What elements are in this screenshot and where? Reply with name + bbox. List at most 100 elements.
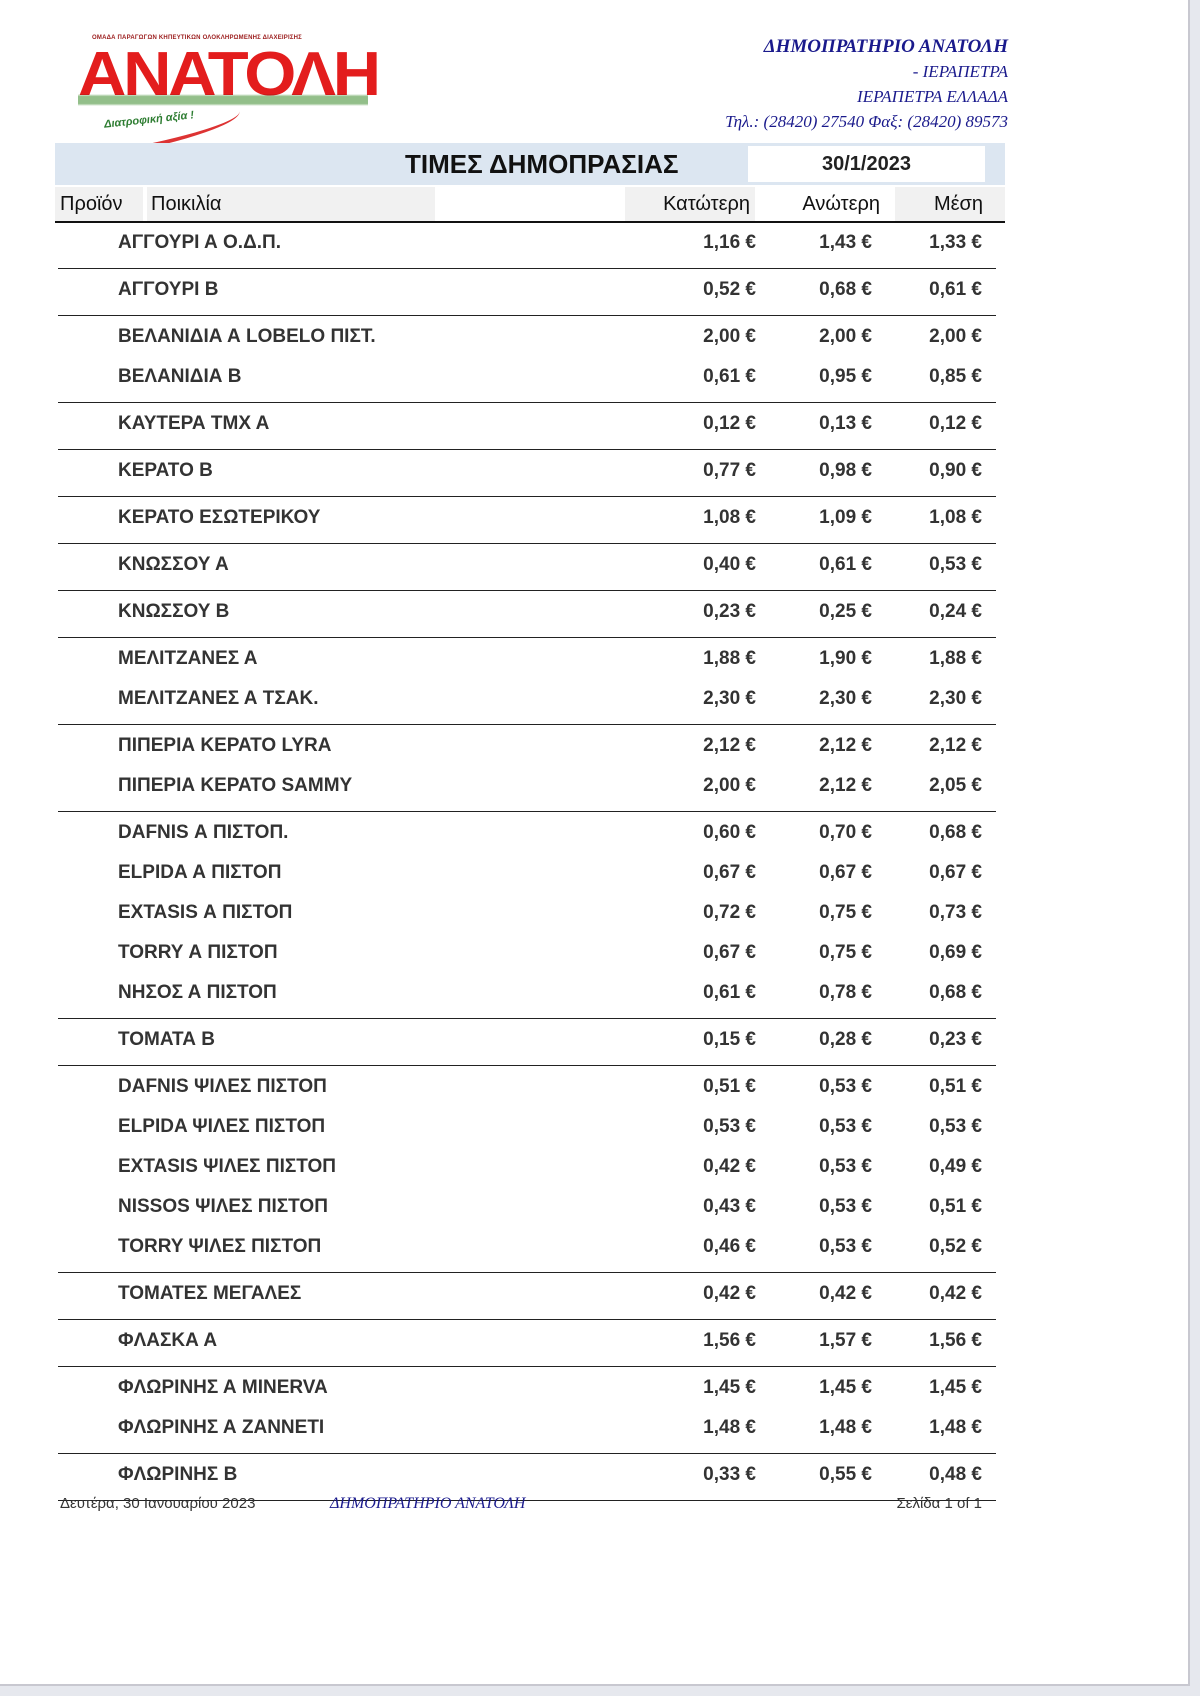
table-row: ΜΕΛΙΤΖΑΝΕΣ Α ΤΣΑΚ. 2,30 € 2,30 € 2,30 € xyxy=(58,681,996,721)
avg-price: 0,53 € xyxy=(929,1116,982,1137)
variety-name: ΑΓΓΟΥΡΙ Α Ο.Δ.Π. xyxy=(118,232,282,253)
high-price: 0,42 € xyxy=(819,1283,872,1304)
product-group: DAFNIS Α ΠΙΣΤΟΠ. 0,60 € 0,70 € 0,68 € ELPIDA… xyxy=(58,812,996,1019)
table-row: ΦΛΩΡΙΝΗΣ Α MINERVA 1,45 € 1,45 € 1,45 € xyxy=(58,1370,996,1410)
table-row: ΤΟΜΑΤΑ Β 0,15 € 0,28 € 0,23 € xyxy=(58,1022,996,1062)
table-row: ΚΝΩΣΣΟΥ Α 0,40 € 0,61 € 0,53 € xyxy=(58,547,996,587)
low-price: 0,61 € xyxy=(703,982,756,1003)
avg-price: 1,45 € xyxy=(929,1377,982,1398)
variety-name: EXTASIS ΨΙΛΕΣ ΠΙΣΤΟΠ xyxy=(118,1156,337,1177)
high-price: 1,45 € xyxy=(819,1377,872,1398)
company-address: ΔΗΜΟΠΡΑΤΗΡΙΟ ΑΝΑΤΟΛΗ - ΙΕΡΑΠΕΤΡΑ ΙΕΡΑΠΕΤ… xyxy=(725,34,1008,134)
high-price: 0,98 € xyxy=(819,460,872,481)
table-row: ΦΛΩΡΙΝΗΣ Α ΖΑΝΝΕΤΙ 1,48 € 1,48 € 1,48 € xyxy=(58,1410,996,1450)
product-group: ΦΛΑΣΚΑ Α 1,56 € 1,57 € 1,56 € xyxy=(58,1320,996,1367)
low-price: 0,52 € xyxy=(703,279,756,300)
variety-name: ELPIDA ΨΙΛΕΣ ΠΙΣΤΟΠ xyxy=(118,1116,326,1137)
low-price: 0,43 € xyxy=(703,1196,756,1217)
avg-price: 0,24 € xyxy=(929,601,982,622)
product-group: ΚΑΥΤΕΡΑ ΤΜΧ Α 0,12 € 0,13 € 0,12 € xyxy=(58,403,996,450)
high-price: 1,48 € xyxy=(819,1417,872,1438)
table-row: ΚΕΡΑΤΟ Β 0,77 € 0,98 € 0,90 € xyxy=(58,453,996,493)
low-price: 1,48 € xyxy=(703,1417,756,1438)
variety-name: ΒΕΛΑΝΙΔΙΑ Β xyxy=(118,366,242,387)
table-row: ΠΙΠΕΡΙΑ ΚΕΡΑΤΟ LYRA 2,12 € 2,12 € 2,12 € xyxy=(58,728,996,768)
avg-price: 1,48 € xyxy=(929,1417,982,1438)
high-price: 0,53 € xyxy=(819,1076,872,1097)
avg-price: 0,68 € xyxy=(929,982,982,1003)
low-price: 0,53 € xyxy=(703,1116,756,1137)
product-group: ΜΕΛΙΤΖΑΝΕΣ Α 1,88 €1,90 €1,88 € ΜΕΛΙΤΖΑΝΕΣ… xyxy=(58,638,996,725)
low-price: 0,42 € xyxy=(703,1283,756,1304)
high-price: 0,75 € xyxy=(819,942,872,963)
avg-price: 0,85 € xyxy=(929,366,982,387)
variety-name: ΚΕΡΑΤΟ ΕΣΩΤΕΡΙΚΟΥ xyxy=(118,507,321,528)
product-group: ΚΝΩΣΣΟΥ Β 0,23 € 0,25 € 0,24 € xyxy=(58,591,996,638)
variety-name: ΦΛΑΣΚΑ Α xyxy=(118,1330,218,1351)
variety-name: ΚΕΡΑΤΟ Β xyxy=(118,460,213,481)
avg-price: 2,30 € xyxy=(929,688,982,709)
table-row: ΚΕΡΑΤΟ ΕΣΩΤΕΡΙΚΟΥ 1,08 € 1,09 € 1,08 € xyxy=(58,500,996,540)
high-price: 0,53 € xyxy=(819,1196,872,1217)
variety-name: ΦΛΩΡΙΝΗΣ Β xyxy=(118,1464,238,1485)
low-price: 0,77 € xyxy=(703,460,756,481)
high-price: 0,28 € xyxy=(819,1029,872,1050)
variety-name: ΤΟΜΑΤΕΣ ΜΕΓΑΛΕΣ xyxy=(118,1283,302,1304)
product-group: ΦΛΩΡΙΝΗΣ Β 0,33 € 0,55 € 0,48 € xyxy=(58,1454,996,1501)
table-row: ΦΛΑΣΚΑ Α 1,56 € 1,57 € 1,56 € xyxy=(58,1323,996,1363)
col-high: Ανώτερη xyxy=(802,193,880,215)
product-group: DAFNIS ΨΙΛΕΣ ΠΙΣΤΟΠ 0,51 € 0,53 € 0,51 € ELP… xyxy=(58,1066,996,1273)
low-price: 1,08 € xyxy=(703,507,756,528)
avg-price: 0,90 € xyxy=(929,460,982,481)
high-price: 0,68 € xyxy=(819,279,872,300)
product-group: ΚΕΡΑΤΟ ΕΣΩΤΕΡΙΚΟΥ 1,08 € 1,09 € 1,08 € xyxy=(58,497,996,544)
variety-name: ΤΟΜΑΤΑ Β xyxy=(118,1029,215,1050)
product-group: ΦΛΩΡΙΝΗΣ Α MINERVA 1,45 €1,45 €1,45 € ΦΛΩΡ… xyxy=(58,1367,996,1454)
high-price: 0,61 € xyxy=(819,554,872,575)
page-number: Σελίδα 1 of 1 xyxy=(896,1495,982,1512)
variety-name: DAFNIS ΨΙΛΕΣ ΠΙΣΤΟΠ xyxy=(118,1076,327,1097)
variety-name: NISSOS ΨΙΛΕΣ ΠΙΣΤΟΠ xyxy=(118,1196,328,1217)
avg-price: 0,51 € xyxy=(929,1076,982,1097)
table-header: Προϊόν Ποικιλία Κατώτερη Ανώτερη Μέση xyxy=(55,187,1005,223)
high-price: 0,53 € xyxy=(819,1236,872,1257)
table-row: ΤΟΜΑΤΕΣ ΜΕΓΑΛΕΣ 0,42 € 0,42 € 0,42 € xyxy=(58,1276,996,1316)
company-name: ΔΗΜΟΠΡΑΤΗΡΙΟ ΑΝΑΤΟΛΗ xyxy=(763,36,1008,57)
avg-price: 1,56 € xyxy=(929,1330,982,1351)
high-price: 0,95 € xyxy=(819,366,872,387)
variety-name: ΦΛΩΡΙΝΗΣ Α ΖΑΝΝΕΤΙ xyxy=(118,1417,325,1438)
low-price: 2,00 € xyxy=(703,775,756,796)
high-price: 2,00 € xyxy=(819,326,872,347)
high-price: 1,57 € xyxy=(819,1330,872,1351)
high-price: 0,70 € xyxy=(819,822,872,843)
table-row: NISSOS ΨΙΛΕΣ ΠΙΣΤΟΠ 0,43 € 0,53 € 0,51 € xyxy=(58,1189,996,1229)
avg-price: 0,67 € xyxy=(929,862,982,883)
product-group: ΒΕΛΑΝΙΔΙΑ Α LOBELO ΠΙΣΤ. 2,00 € 2,00 € 2,00… xyxy=(58,316,996,403)
price-table: ΑΓΓΟΥΡΙ Α Ο.Δ.Π. 1,16 €1,43 €1,33 € ΑΓΓΟΥΡ… xyxy=(58,222,996,1501)
avg-price: 0,48 € xyxy=(929,1464,982,1485)
table-row: ELPIDA Α ΠΙΣΤΟΠ 0,67 € 0,67 € 0,67 € xyxy=(58,855,996,895)
avg-price: 1,88 € xyxy=(929,648,982,669)
high-price: 0,53 € xyxy=(819,1156,872,1177)
contact-line: Τηλ.: (28420) 27540 Φαξ: (28420) 89573 xyxy=(725,112,1008,131)
logo-stripe xyxy=(78,94,368,106)
low-price: 0,23 € xyxy=(703,601,756,622)
table-row: DAFNIS Α ΠΙΣΤΟΠ. 0,60 € 0,70 € 0,68 € xyxy=(58,815,996,855)
table-row: ΑΓΓΟΥΡΙ Β 0,52 € 0,68 € 0,61 € xyxy=(58,272,996,312)
col-avg: Μέση xyxy=(933,193,983,215)
table-row: TORRY Α ΠΙΣΤΟΠ 0,67 € 0,75 € 0,69 € xyxy=(58,935,996,975)
table-row: ΒΕΛΑΝΙΔΙΑ Α LOBELO ΠΙΣΤ. 2,00 € 2,00 € 2,00… xyxy=(58,319,996,359)
auction-date: 30/1/2023 xyxy=(748,146,985,182)
low-price: 0,51 € xyxy=(703,1076,756,1097)
table-row: ΑΓΓΟΥΡΙ Α Ο.Δ.Π. 1,16 € 1,43 € 1,33 € xyxy=(58,225,996,265)
avg-price: 1,08 € xyxy=(929,507,982,528)
high-price: 0,53 € xyxy=(819,1116,872,1137)
avg-price: 0,49 € xyxy=(929,1156,982,1177)
table-row: ΜΕΛΙΤΖΑΝΕΣ Α 1,88 € 1,90 € 1,88 € xyxy=(58,641,996,681)
low-price: 1,88 € xyxy=(703,648,756,669)
low-price: 1,45 € xyxy=(703,1377,756,1398)
variety-name: ΠΙΠΕΡΙΑ ΚΕΡΑΤΟ SAMMY xyxy=(118,775,353,796)
footer-company: ΔΗΜΟΠΡΑΤΗΡΙΟ ΑΝΑΤΟΛΗ xyxy=(330,1495,526,1512)
variety-name: TORRY ΨΙΛΕΣ ΠΙΣΤΟΠ xyxy=(118,1236,322,1257)
